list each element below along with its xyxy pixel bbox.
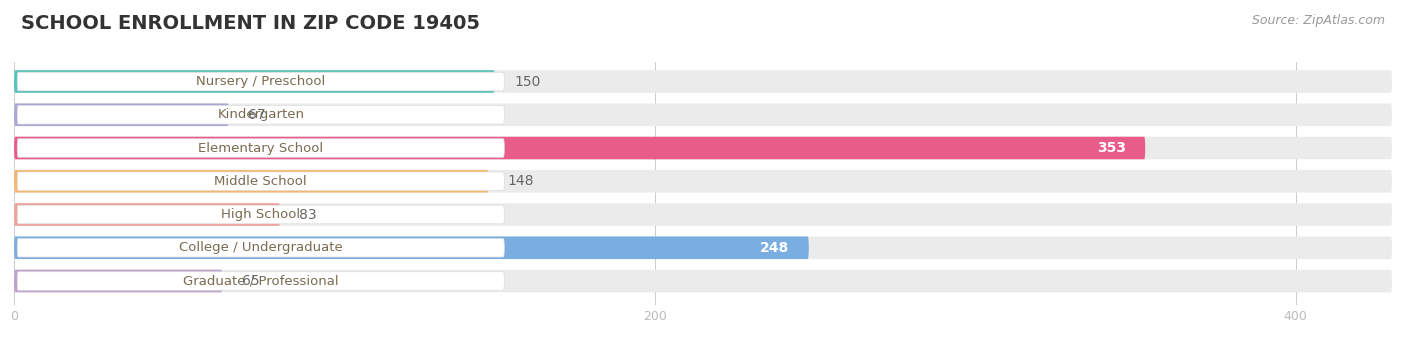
- Text: Nursery / Preschool: Nursery / Preschool: [197, 75, 325, 88]
- FancyBboxPatch shape: [14, 137, 1146, 159]
- Text: College / Undergraduate: College / Undergraduate: [179, 241, 343, 254]
- FancyBboxPatch shape: [14, 70, 1392, 93]
- FancyBboxPatch shape: [17, 172, 505, 190]
- FancyBboxPatch shape: [14, 70, 495, 93]
- FancyBboxPatch shape: [14, 103, 229, 126]
- FancyBboxPatch shape: [17, 72, 505, 91]
- Text: 248: 248: [761, 241, 790, 255]
- Text: Kindergarten: Kindergarten: [218, 108, 304, 121]
- Text: Elementary School: Elementary School: [198, 142, 323, 155]
- FancyBboxPatch shape: [14, 203, 280, 226]
- Text: 148: 148: [508, 174, 534, 188]
- FancyBboxPatch shape: [14, 137, 1392, 159]
- Text: Source: ZipAtlas.com: Source: ZipAtlas.com: [1251, 14, 1385, 27]
- FancyBboxPatch shape: [14, 236, 808, 259]
- FancyBboxPatch shape: [14, 170, 488, 193]
- Text: High School: High School: [221, 208, 301, 221]
- FancyBboxPatch shape: [17, 105, 505, 124]
- FancyBboxPatch shape: [17, 139, 505, 157]
- Text: Graduate / Professional: Graduate / Professional: [183, 275, 339, 288]
- Text: 353: 353: [1097, 141, 1126, 155]
- FancyBboxPatch shape: [17, 272, 505, 290]
- FancyBboxPatch shape: [14, 203, 1392, 226]
- FancyBboxPatch shape: [14, 270, 222, 292]
- Text: Middle School: Middle School: [215, 175, 307, 188]
- FancyBboxPatch shape: [14, 270, 1392, 292]
- Text: 67: 67: [247, 108, 266, 122]
- FancyBboxPatch shape: [14, 236, 1392, 259]
- FancyBboxPatch shape: [17, 205, 505, 224]
- Text: 83: 83: [299, 208, 316, 222]
- Text: 150: 150: [515, 75, 540, 89]
- FancyBboxPatch shape: [14, 103, 1392, 126]
- FancyBboxPatch shape: [14, 170, 1392, 193]
- Text: 65: 65: [242, 274, 259, 288]
- FancyBboxPatch shape: [17, 238, 505, 257]
- Text: SCHOOL ENROLLMENT IN ZIP CODE 19405: SCHOOL ENROLLMENT IN ZIP CODE 19405: [21, 14, 479, 33]
